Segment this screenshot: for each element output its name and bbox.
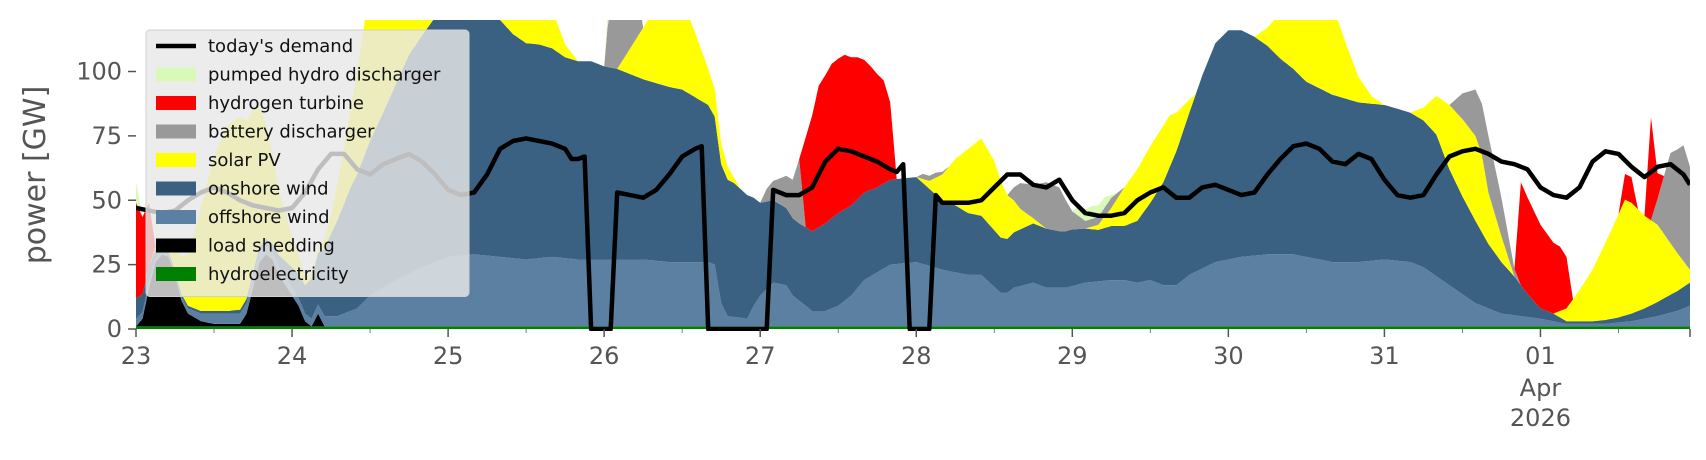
legend-item-today-s-demand: today's demand [156,36,353,57]
legend-item-pumped-hydro-discharger: pumped hydro discharger [156,65,441,86]
legend-item-onshore-wind: onshore wind [156,179,329,200]
legend-swatch [156,238,196,253]
legend-item-hydrogen-turbine: hydrogen turbine [156,93,364,114]
x-tick-label: 23 [121,342,152,370]
y-tick-label: 100 [76,58,122,86]
x-tick-label: 01 [1525,342,1556,370]
x-tick-label: 24 [277,342,308,370]
y-tick-label: 0 [107,315,122,343]
legend-label: hydroelectricity [208,264,349,285]
legend: today's demand pumped hydro discharger hyd… [145,29,470,297]
area-onshore-wind [136,20,1690,324]
y-tick-label: 25 [91,251,122,279]
area-load-shedding [136,254,1690,327]
x-tick-label: 31 [1369,342,1400,370]
legend-swatch [156,124,196,139]
x-tick-label: 25 [433,342,464,370]
y-tick-label: 75 [91,122,122,150]
legend-swatch [156,210,196,224]
legend-label: load shedding [208,236,335,257]
stacked-areas [136,20,1690,329]
x-tick-label: 28 [901,342,932,370]
legend-item-solar-pv: solar PV [156,150,281,171]
legend-label: offshore wind [208,207,330,228]
legend-swatch [156,67,196,82]
y-tick-label: 50 [91,186,122,214]
legend-swatch [156,181,196,196]
x-tick-label: 27 [745,342,776,370]
x-tick-sublabel-year: 2026 [1510,404,1571,432]
area-hydrogen-turbine [136,20,1690,314]
area-offshore-wind [136,245,1690,327]
x-tick-label: 30 [1213,342,1244,370]
legend-swatch [156,267,196,281]
x-tick-label: 29 [1057,342,1088,370]
legend-label: onshore wind [208,179,329,200]
x-tick-label: 26 [589,342,620,370]
legend-swatch [156,153,196,167]
legend-item-hydroelectricity: hydroelectricity [156,264,349,285]
x-tick-sublabel-month: Apr [1520,374,1562,402]
legend-frame [145,29,470,297]
legend-label: solar PV [208,150,281,171]
y-axis-label: power [GW] [18,86,53,265]
legend-item-load-shedding: load shedding [156,236,335,257]
legend-label: pumped hydro discharger [208,65,441,86]
legend-label: battery discharger [208,122,375,143]
legend-item-battery-discharger: battery discharger [156,122,375,143]
legend-item-offshore-wind: offshore wind [156,207,330,228]
legend-swatch [156,96,196,110]
legend-label: hydrogen turbine [208,93,364,114]
legend-label: today's demand [208,36,353,57]
